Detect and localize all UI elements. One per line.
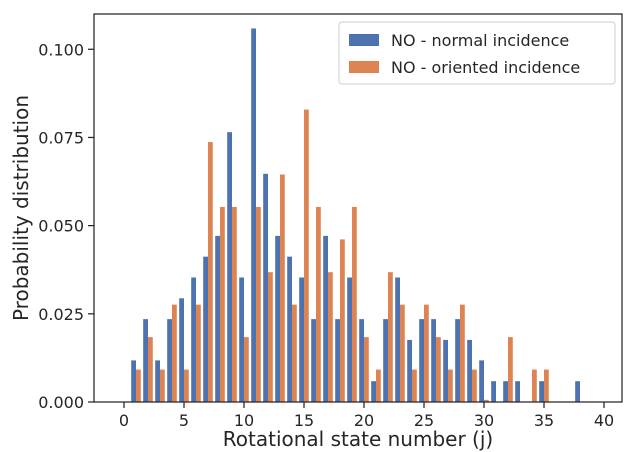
bar-series-1-j-4 [167,319,172,402]
bar-series-2-j-28 [460,304,465,402]
bar-series-1-j-2 [143,319,148,402]
bar-series-2-j-30 [484,399,489,402]
bar-series-1-j-11 [251,28,256,402]
bar-series-1-j-8 [215,235,220,402]
bar-series-2-j-20 [364,337,369,402]
y-axis-label: Probability distribution [9,95,33,321]
bar-series-1-j-27 [443,339,448,402]
x-tick-label: 10 [234,411,254,430]
bar-series-2-j-2 [148,337,153,402]
bar-series-1-j-14 [287,256,292,402]
bar-series-1-j-21 [371,381,376,402]
bar-series-2-j-34 [532,369,537,402]
bar-series-1-j-29 [467,339,472,402]
y-axis-ticks: 0.000 0.025 0.050 0.075 0.100 [38,40,94,412]
bar-series-2-j-22 [388,272,393,402]
bar-series-2-j-16 [316,206,321,402]
bar-series-1-j-31 [491,381,496,402]
bar-series-2-j-10 [244,337,249,402]
x-axis-label: Rotational state number (j) [223,427,493,451]
bar-series-1-j-12 [263,173,268,402]
bar-series-2-j-15 [304,109,309,403]
y-tick-label: 0.100 [38,40,84,59]
bar-series-1-j-28 [455,319,460,402]
bar-series-1-j-33 [515,381,520,402]
bar-series-2-j-17 [328,272,333,402]
bar-series-1-j-24 [407,339,412,402]
bar-series-2-j-14 [292,304,297,402]
bar-series-2-j-9 [232,206,237,402]
bar-series-1-j-19 [347,277,352,402]
bar-series-1-j-9 [227,132,232,402]
x-tick-label: 20 [354,411,374,430]
bar-series-1-j-30 [479,360,484,402]
bar-series-1-j-35 [539,381,544,402]
bar-series-1-j-3 [155,360,160,402]
bar-series-1-j-23 [395,277,400,402]
bar-series-1-j-1 [131,360,136,402]
legend: NO - normal incidence NO - oriented incid… [338,21,616,85]
bar-series-1-j-18 [335,319,340,402]
plot-frame [93,13,623,403]
bar-series-2-j-1 [136,369,141,402]
bar-series-2-j-23 [400,304,405,402]
bar-series-2-j-8 [220,206,225,402]
x-tick-label: 5 [179,411,189,430]
x-tick-label: 0 [119,411,129,430]
bar-series-1-j-10 [239,277,244,402]
bar-series-2-j-12 [268,272,273,402]
legend-label-1: NO - normal incidence [391,31,569,50]
y-tick-label: 0.050 [38,217,84,236]
bar-series-2-j-18 [340,239,345,402]
bar-series-1-j-17 [323,235,328,402]
bar-series-2-j-5 [184,369,189,402]
bar-series-2-j-32 [508,337,513,402]
bar-series-2-j-35 [544,369,549,402]
legend-swatch-1 [349,34,379,46]
legend-label-2: NO - oriented incidence [391,58,580,77]
x-tick-label: 35 [534,411,554,430]
x-tick-label: 15 [294,411,314,430]
bar-series-2-j-11 [256,206,261,402]
bar-series-1-j-32 [503,381,508,402]
bar-series-1-j-16 [311,319,316,402]
x-tick-label: 30 [474,411,494,430]
y-tick-label: 0.075 [38,128,84,147]
bar-series-2-j-25 [424,304,429,402]
bar-series-2-j-29 [472,369,477,402]
bar-series-1-j-25 [419,319,424,402]
bar-series-1-j-6 [191,277,196,402]
y-tick-label: 0.000 [38,393,84,412]
bar-series-2-j-3 [160,369,165,402]
bar-series-1-j-13 [275,235,280,402]
x-axis-ticks: 0 5 10 15 20 25 30 35 40 [119,402,614,430]
bar-series-1-j-15 [299,277,304,402]
bar-series-1-j-5 [179,298,184,402]
x-tick-label: 40 [594,411,614,430]
bar-series-2-j-21 [376,369,381,402]
bar-series-1-j-26 [431,319,436,402]
bar-series-1-j-38 [575,381,580,402]
bar-series-2-j-6 [196,304,201,402]
bar-series-1-j-22 [383,319,388,402]
bar-series-2-j-7 [208,142,213,403]
bar-series-2-j-24 [412,369,417,402]
bar-series-2-j-19 [352,206,357,402]
bar-series-2-j-13 [280,174,285,402]
bar-series-1-j-20 [359,319,364,402]
bars-group [131,28,580,403]
legend-box [338,21,616,85]
legend-swatch-2 [349,61,379,73]
bar-series-1-j-7 [203,256,208,402]
y-tick-label: 0.025 [38,305,84,324]
bar-series-2-j-27 [448,369,453,402]
bar-series-2-j-4 [172,304,177,402]
x-tick-label: 25 [414,411,434,430]
bar-series-2-j-26 [436,337,441,402]
